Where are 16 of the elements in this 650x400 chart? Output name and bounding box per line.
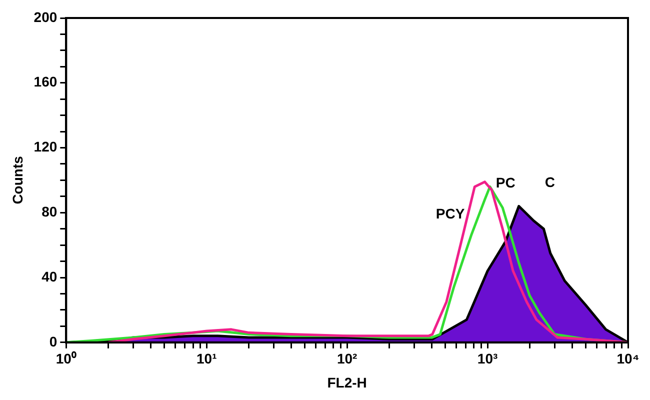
x-tick-label: 10⁰ (56, 350, 76, 367)
y-tick-label: 0 (49, 333, 58, 350)
y-tick-label: 80 (42, 204, 58, 220)
x-tick-label: 10² (336, 350, 358, 367)
x-tick-label: 10⁴ (616, 350, 640, 367)
text: C (544, 174, 555, 190)
y-tick-label: 120 (34, 138, 58, 155)
y-tick-label: 200 (34, 8, 58, 25)
x-tick-label: 10¹ (196, 350, 218, 367)
x-tick-label: 10³ (477, 350, 498, 367)
series-label: PCY (436, 206, 466, 222)
series-label: PC (496, 174, 516, 191)
y-tick-label: 40 (42, 268, 58, 284)
y-tick-label: 160 (34, 74, 58, 90)
x-axis-title: FL2-H (327, 374, 367, 390)
y-axis-title: Counts (9, 156, 26, 204)
